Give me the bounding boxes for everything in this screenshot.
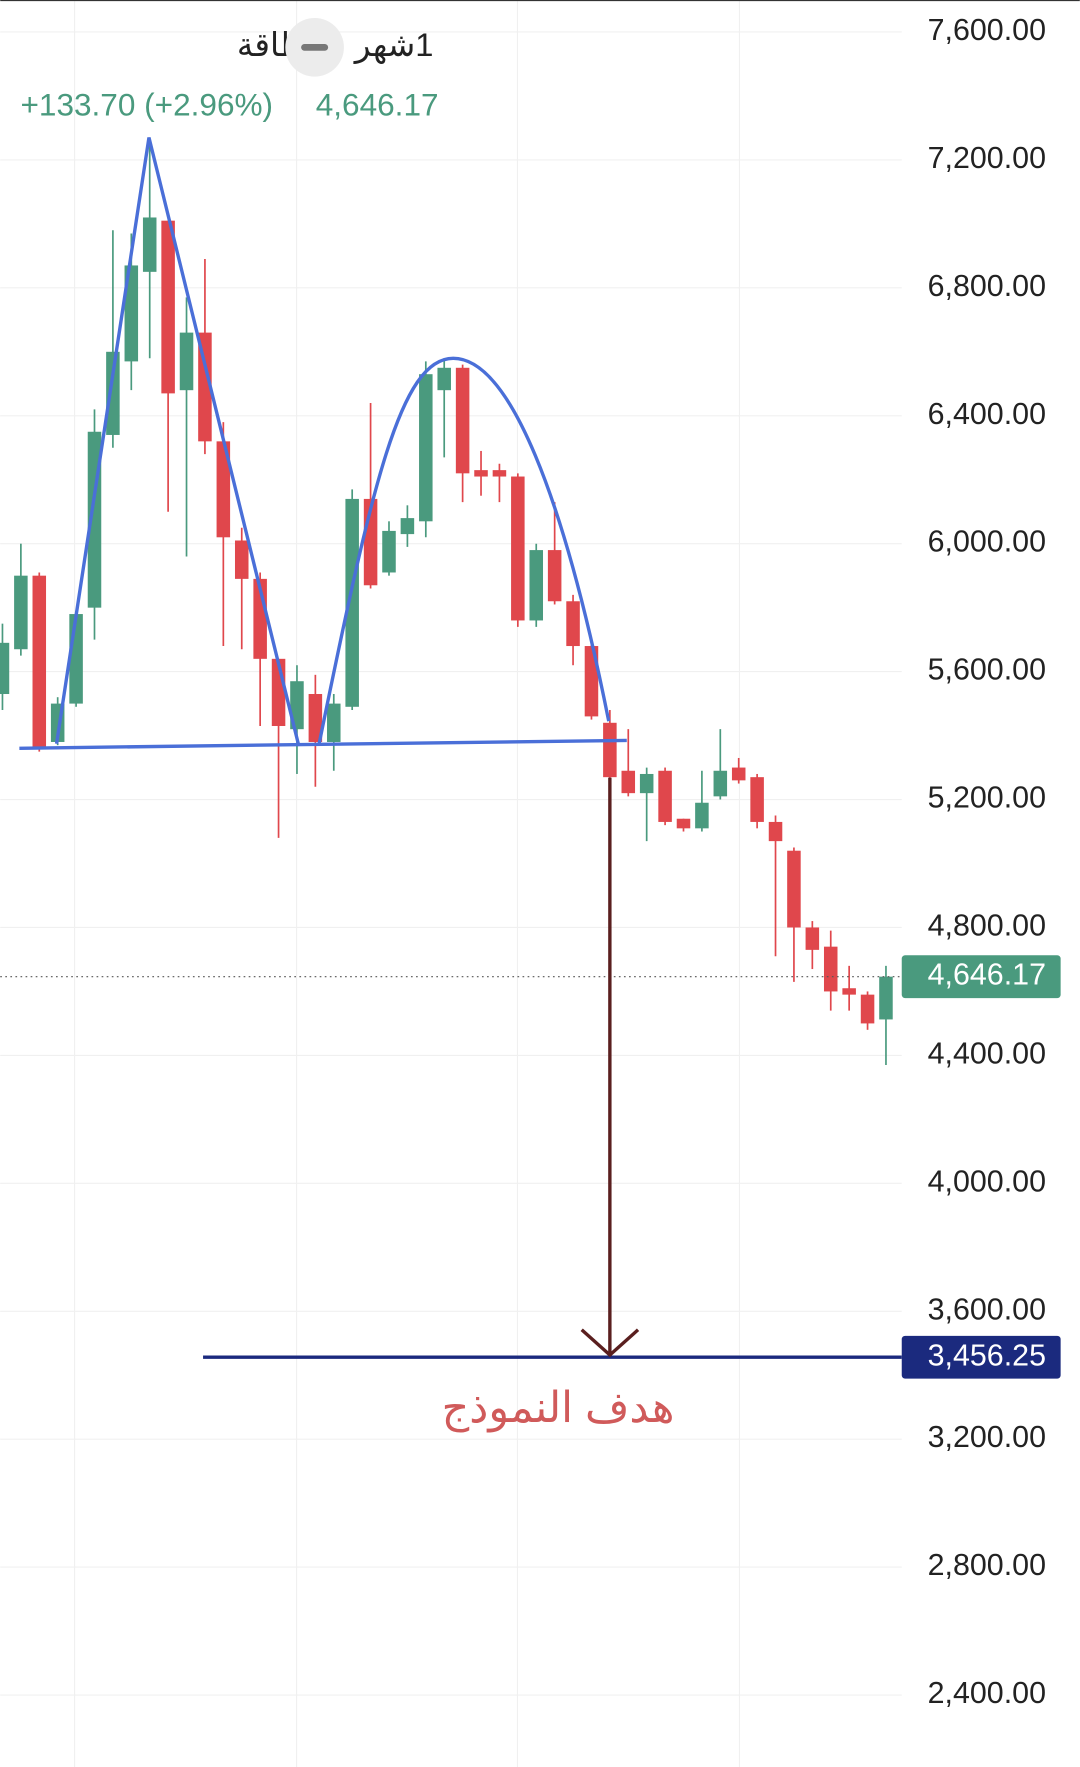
y-tick-label: 3,600.00 <box>928 1292 1046 1326</box>
candle-body <box>492 470 507 477</box>
candle-body <box>437 367 451 391</box>
candle-body <box>69 614 83 704</box>
candle-body <box>106 351 120 435</box>
candle-body <box>0 642 10 695</box>
candle-body <box>547 550 562 602</box>
candle-body <box>731 767 746 781</box>
candle-body <box>474 470 488 477</box>
candle-body <box>639 773 654 794</box>
candle-body <box>234 540 249 579</box>
y-tick-label: 2,400.00 <box>928 1676 1046 1710</box>
candle-body <box>455 367 470 474</box>
candle-body <box>529 550 544 621</box>
candle-body <box>216 441 231 538</box>
candle-body <box>695 802 709 829</box>
candle-body <box>345 498 359 707</box>
y-tick-label: 5,600.00 <box>928 653 1046 687</box>
collapse-icon <box>301 43 329 51</box>
candle-body <box>124 265 139 362</box>
header-price: 4,646.17 <box>316 86 439 122</box>
y-tick-label: 3,200.00 <box>928 1420 1046 1454</box>
candle-body <box>511 476 525 621</box>
last-price-label: 4,646.17 <box>928 958 1046 992</box>
candle-body <box>400 518 415 535</box>
target-badge <box>901 1335 1061 1379</box>
candle-body <box>621 770 636 794</box>
candle-body <box>860 994 875 1024</box>
candle-body <box>290 681 304 730</box>
target-label: 3,456.25 <box>928 1338 1046 1372</box>
pattern-lines <box>19 137 627 750</box>
candle-body <box>14 575 28 650</box>
candle-body <box>750 777 764 822</box>
candle-body <box>161 220 175 394</box>
candle-body <box>308 694 323 742</box>
y-tick-label: 7,600.00 <box>928 13 1046 47</box>
candle-body <box>805 927 820 950</box>
y-tick-label: 4,400.00 <box>928 1036 1046 1070</box>
candle-body <box>713 770 728 797</box>
round-top <box>317 356 611 745</box>
candle-body <box>584 646 599 717</box>
target-arrowhead <box>580 1328 640 1358</box>
y-tick-label: 4,000.00 <box>928 1164 1046 1198</box>
candle-body <box>768 821 783 842</box>
y-tick-label: 6,400.00 <box>928 397 1046 431</box>
pattern-annotation: هدف النموذج <box>442 1384 675 1433</box>
candle-body <box>198 332 212 442</box>
y-tick-label: 6,000.00 <box>928 525 1046 559</box>
y-tick-label: 5,200.00 <box>928 781 1046 815</box>
candle-body <box>676 818 691 829</box>
y-tick-label: 2,800.00 <box>928 1548 1046 1582</box>
candle-body <box>142 217 157 272</box>
candle-body <box>658 770 672 822</box>
candle-body <box>382 530 396 573</box>
candle-body <box>32 575 47 749</box>
candle-body <box>179 332 194 391</box>
candle-body <box>327 703 341 742</box>
peak-lines <box>54 137 301 747</box>
candle-body <box>603 722 617 778</box>
y-tick-label: 4,800.00 <box>928 909 1046 943</box>
neckline <box>19 738 627 750</box>
price-change: +133.70 (+2.96%) <box>20 86 273 122</box>
candle-body <box>842 988 856 995</box>
last-price-badge <box>901 955 1061 999</box>
candle-body <box>419 374 433 522</box>
grid <box>0 0 902 1767</box>
candle-body <box>879 976 893 1020</box>
candle-body <box>787 850 801 928</box>
y-tick-label: 7,200.00 <box>928 141 1046 175</box>
candles <box>0 137 893 1065</box>
candle-body <box>566 601 580 647</box>
y-tick-label: 6,800.00 <box>928 269 1046 303</box>
candle-body <box>823 946 838 992</box>
